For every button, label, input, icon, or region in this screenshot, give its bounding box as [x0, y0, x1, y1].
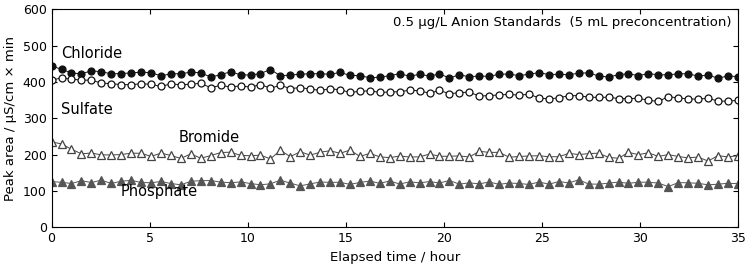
X-axis label: Elapsed time / hour: Elapsed time / hour	[329, 251, 460, 264]
Text: Sulfate: Sulfate	[62, 102, 113, 117]
Text: Bromide: Bromide	[179, 130, 240, 145]
Y-axis label: Peak area / μS/cm × min: Peak area / μS/cm × min	[4, 36, 17, 201]
Text: 0.5 μg/L Anion Standards  (5 mL preconcentration): 0.5 μg/L Anion Standards (5 mL preconcen…	[392, 16, 731, 29]
Text: Chloride: Chloride	[62, 46, 122, 61]
Text: Phosphate: Phosphate	[120, 184, 197, 199]
